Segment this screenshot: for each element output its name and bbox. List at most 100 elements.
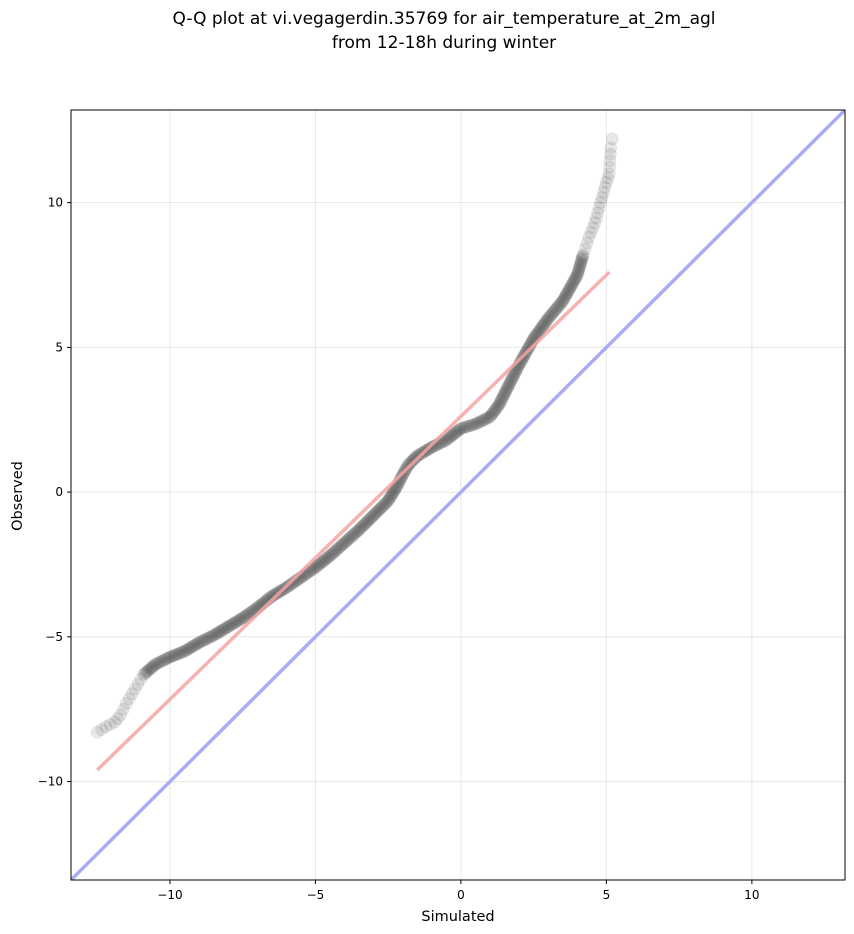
qq-point	[493, 395, 507, 409]
qq-point	[573, 257, 587, 271]
qq-point	[172, 647, 186, 661]
qq-point	[595, 191, 609, 205]
x-axis-label: Simulated	[421, 909, 494, 925]
qq-point	[360, 515, 374, 529]
qq-point	[569, 271, 583, 285]
qq-point	[548, 303, 562, 317]
qq-point	[557, 293, 571, 307]
qq-point	[335, 538, 349, 552]
qq-point	[546, 305, 560, 319]
qq-point	[323, 549, 337, 563]
qq-point	[304, 563, 318, 577]
qq-point	[438, 434, 452, 448]
qq-point	[547, 304, 561, 318]
qq-point	[319, 552, 333, 566]
qq-point	[306, 562, 320, 576]
qq-point	[500, 381, 514, 395]
qq-point	[137, 667, 151, 681]
qq-point	[553, 298, 567, 312]
qq-point	[363, 512, 377, 526]
qq-point	[532, 324, 546, 338]
qq-point	[170, 647, 184, 661]
qq-point	[226, 617, 240, 631]
qq-point	[373, 502, 387, 516]
qq-point	[193, 635, 207, 649]
qq-point	[582, 230, 596, 244]
qq-point	[384, 490, 398, 504]
y-tick-label: 10	[48, 196, 63, 210]
qq-point	[425, 440, 439, 454]
qq-point	[554, 297, 568, 311]
qq-point	[176, 645, 190, 659]
qq-point	[212, 625, 226, 639]
qq-point	[544, 308, 558, 322]
qq-point	[346, 528, 360, 542]
qq-point	[362, 513, 376, 527]
qq-point	[340, 534, 354, 548]
qq-point	[557, 291, 571, 305]
qq-point	[139, 665, 153, 679]
qq-point	[485, 407, 499, 421]
qq-point	[573, 259, 587, 273]
qq-point	[601, 171, 615, 185]
qq-point	[508, 366, 522, 380]
qq-point	[584, 226, 598, 240]
qq-point	[367, 508, 381, 522]
qq-point	[603, 154, 617, 168]
qq-point	[564, 279, 578, 293]
qq-point	[496, 390, 510, 404]
qq-point	[202, 631, 216, 645]
qq-point	[354, 521, 368, 535]
qq-point	[151, 656, 165, 670]
qq-point	[311, 558, 325, 572]
y-tick-label: −5	[45, 630, 63, 644]
qq-point	[499, 384, 513, 398]
y-tick-label: −10	[38, 775, 63, 789]
qq-point	[560, 287, 574, 301]
qq-point	[588, 216, 602, 230]
qq-point	[374, 500, 388, 514]
qq-point	[504, 374, 518, 388]
qq-point	[228, 616, 242, 630]
qq-point	[387, 485, 401, 499]
x-tick-label: −10	[157, 888, 182, 902]
qq-point	[148, 657, 162, 671]
qq-point	[599, 175, 613, 189]
qq-point	[234, 612, 248, 626]
qq-point	[312, 557, 326, 571]
qq-point	[208, 628, 222, 642]
qq-point	[143, 662, 157, 676]
qq-point	[570, 268, 584, 282]
qq-point	[365, 509, 379, 523]
qq-point	[177, 644, 191, 658]
qq-point	[497, 388, 511, 402]
qq-point	[489, 402, 503, 416]
qq-point	[500, 382, 514, 396]
qq-point	[486, 406, 500, 420]
qq-point	[131, 677, 145, 691]
qq-point	[119, 696, 133, 710]
qq-point	[221, 620, 235, 634]
qq-point	[470, 416, 484, 430]
qq-point	[364, 510, 378, 524]
qq-point	[477, 413, 491, 427]
qq-point	[308, 560, 322, 574]
qq-point	[566, 275, 580, 289]
qq-point	[376, 499, 390, 513]
qq-point	[491, 400, 505, 414]
qq-point	[589, 211, 603, 225]
fit-line	[95, 270, 611, 772]
qq-point	[567, 273, 581, 287]
qq-point	[460, 419, 474, 433]
qq-point	[329, 543, 343, 557]
qq-point	[407, 452, 421, 466]
qq-point	[181, 642, 195, 656]
qq-point	[240, 608, 254, 622]
qq-point	[144, 661, 158, 675]
qq-point	[169, 648, 183, 662]
qq-point	[508, 365, 522, 379]
qq-point	[330, 542, 344, 556]
qq-point	[345, 529, 359, 543]
qq-point	[468, 417, 482, 431]
qq-point	[514, 354, 528, 368]
